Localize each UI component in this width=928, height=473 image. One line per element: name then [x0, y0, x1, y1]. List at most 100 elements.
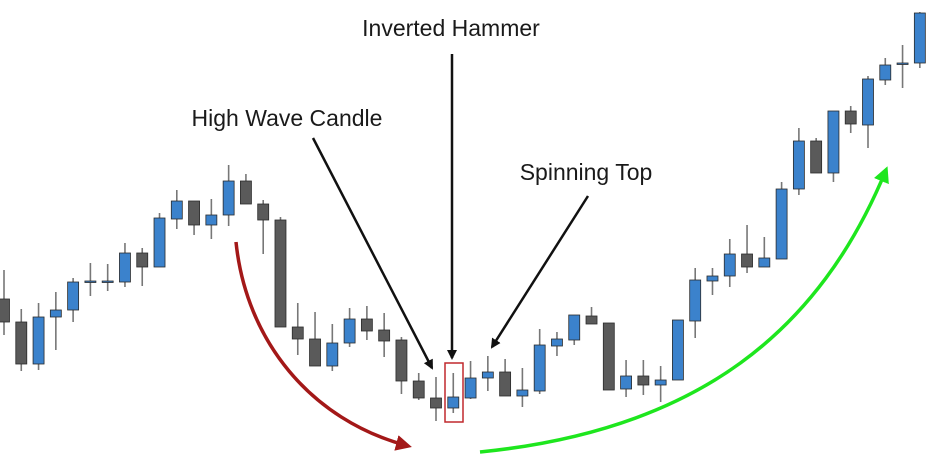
candle [741, 225, 753, 273]
candle [360, 306, 373, 340]
candle-body-bullish [862, 78, 874, 126]
candle-body-bullish [464, 377, 477, 399]
candle [67, 278, 80, 322]
candle [464, 361, 477, 399]
candles-group [0, 12, 926, 421]
candle-body-bullish [170, 200, 183, 220]
candle-body-bullish [620, 375, 632, 390]
candle [810, 138, 823, 174]
candle-body-bullish [343, 318, 356, 344]
candle-body-bearish [637, 375, 650, 386]
candle [447, 373, 460, 413]
candle-body-bullish [481, 371, 494, 379]
candle-body-bearish [274, 219, 287, 328]
candle [378, 313, 391, 357]
candle [758, 237, 771, 268]
candle [568, 314, 581, 345]
candle [533, 329, 546, 394]
annotation-spinning-top: Spinning Top [520, 159, 653, 185]
candle [0, 270, 10, 335]
candle [844, 106, 857, 133]
downtrend-arrow [234, 241, 412, 451]
candle [516, 368, 529, 407]
candle [170, 190, 183, 229]
candle-body-bearish [395, 339, 408, 382]
candle-body-bullish [879, 64, 892, 81]
candle [395, 337, 408, 394]
candle [862, 76, 874, 148]
candle [119, 243, 131, 287]
candle-body-bullish [654, 379, 667, 386]
inverted-hammer-highlight-box [444, 362, 464, 423]
candle [551, 332, 563, 356]
candle-body-bearish [378, 329, 391, 342]
candle-body-bearish [499, 371, 512, 397]
candle [153, 213, 166, 268]
candle-body-bullish [67, 281, 80, 311]
candle-body-bullish [32, 316, 45, 365]
candle-body-bullish [775, 188, 788, 260]
candle [343, 308, 356, 347]
candle-body-bullish [568, 314, 581, 341]
candle-body-bullish [205, 214, 218, 226]
candle [637, 360, 650, 395]
candle [706, 268, 719, 295]
candle [188, 200, 200, 235]
candle-body-bullish [723, 253, 736, 277]
candle-body-bearish [602, 322, 615, 391]
candle [274, 217, 287, 328]
candle [913, 12, 926, 68]
candle-body-bearish [291, 326, 304, 340]
candle-body-bearish [257, 203, 270, 221]
candle [240, 174, 252, 205]
candle-body-bearish [741, 253, 753, 268]
candle-body-bullish [153, 217, 166, 268]
high-wave-candle-pointer-arrow [311, 137, 434, 370]
candle [84, 263, 97, 296]
candle-body-bearish [0, 298, 10, 323]
candle [430, 377, 442, 421]
candle-body-bullish [516, 389, 529, 397]
candle-body-bullish [792, 140, 805, 190]
candle [654, 366, 667, 402]
candle-body-bullish [672, 319, 684, 381]
candle-body-bullish [706, 275, 719, 282]
candle-body-bullish [827, 110, 840, 174]
candle-body-bullish [758, 257, 771, 268]
candle [792, 128, 805, 195]
candle-body-bullish [326, 342, 339, 367]
candle-body-bearish [430, 397, 442, 409]
candle [15, 309, 28, 371]
candle [602, 322, 615, 391]
candle-body-bullish [222, 180, 235, 216]
candle-body-bearish [844, 110, 857, 125]
candle-body-bullish [913, 12, 926, 64]
candle-body-bullish [49, 309, 62, 318]
candle [291, 303, 304, 355]
candle-body-bearish [15, 321, 28, 365]
candle [257, 200, 270, 254]
candle-body-bullish [119, 252, 131, 283]
candle [585, 307, 598, 325]
candle [620, 360, 632, 397]
candle [481, 356, 494, 391]
candle-body-bullish [551, 338, 563, 347]
candle-body-bearish [810, 140, 823, 174]
candle [879, 58, 892, 85]
candle-body-bearish [360, 318, 373, 332]
candle-body-bearish [188, 200, 200, 226]
candle [32, 303, 45, 370]
candle-body-bearish [240, 180, 252, 205]
candle [689, 268, 702, 338]
annotation-inverted-hammer: Inverted Hammer [362, 15, 540, 41]
candle-body-bearish [136, 252, 149, 268]
candle-body-bullish [101, 280, 114, 283]
annotation-high-wave-candle: High Wave Candle [192, 105, 383, 131]
candle-body-bullish [689, 279, 702, 322]
candle [827, 110, 840, 182]
candle [775, 182, 788, 260]
candle [136, 248, 149, 286]
candle [101, 264, 114, 291]
candle [326, 324, 339, 371]
